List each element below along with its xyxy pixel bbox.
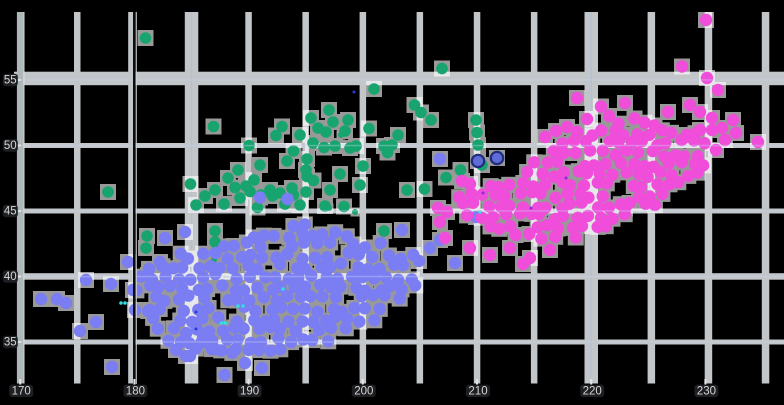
svg-text:180: 180 [126,386,145,398]
svg-text:35: 35 [4,337,17,349]
svg-text:200: 200 [354,386,373,398]
svg-text:45: 45 [4,206,17,218]
svg-text:55: 55 [4,75,17,87]
svg-text:40: 40 [4,271,17,283]
svg-text:220: 220 [583,386,602,398]
svg-text:210: 210 [468,386,487,398]
svg-text:170: 170 [12,386,31,398]
svg-text:190: 190 [240,386,259,398]
svg-text:50: 50 [4,140,17,152]
svg-text:230: 230 [697,386,716,398]
